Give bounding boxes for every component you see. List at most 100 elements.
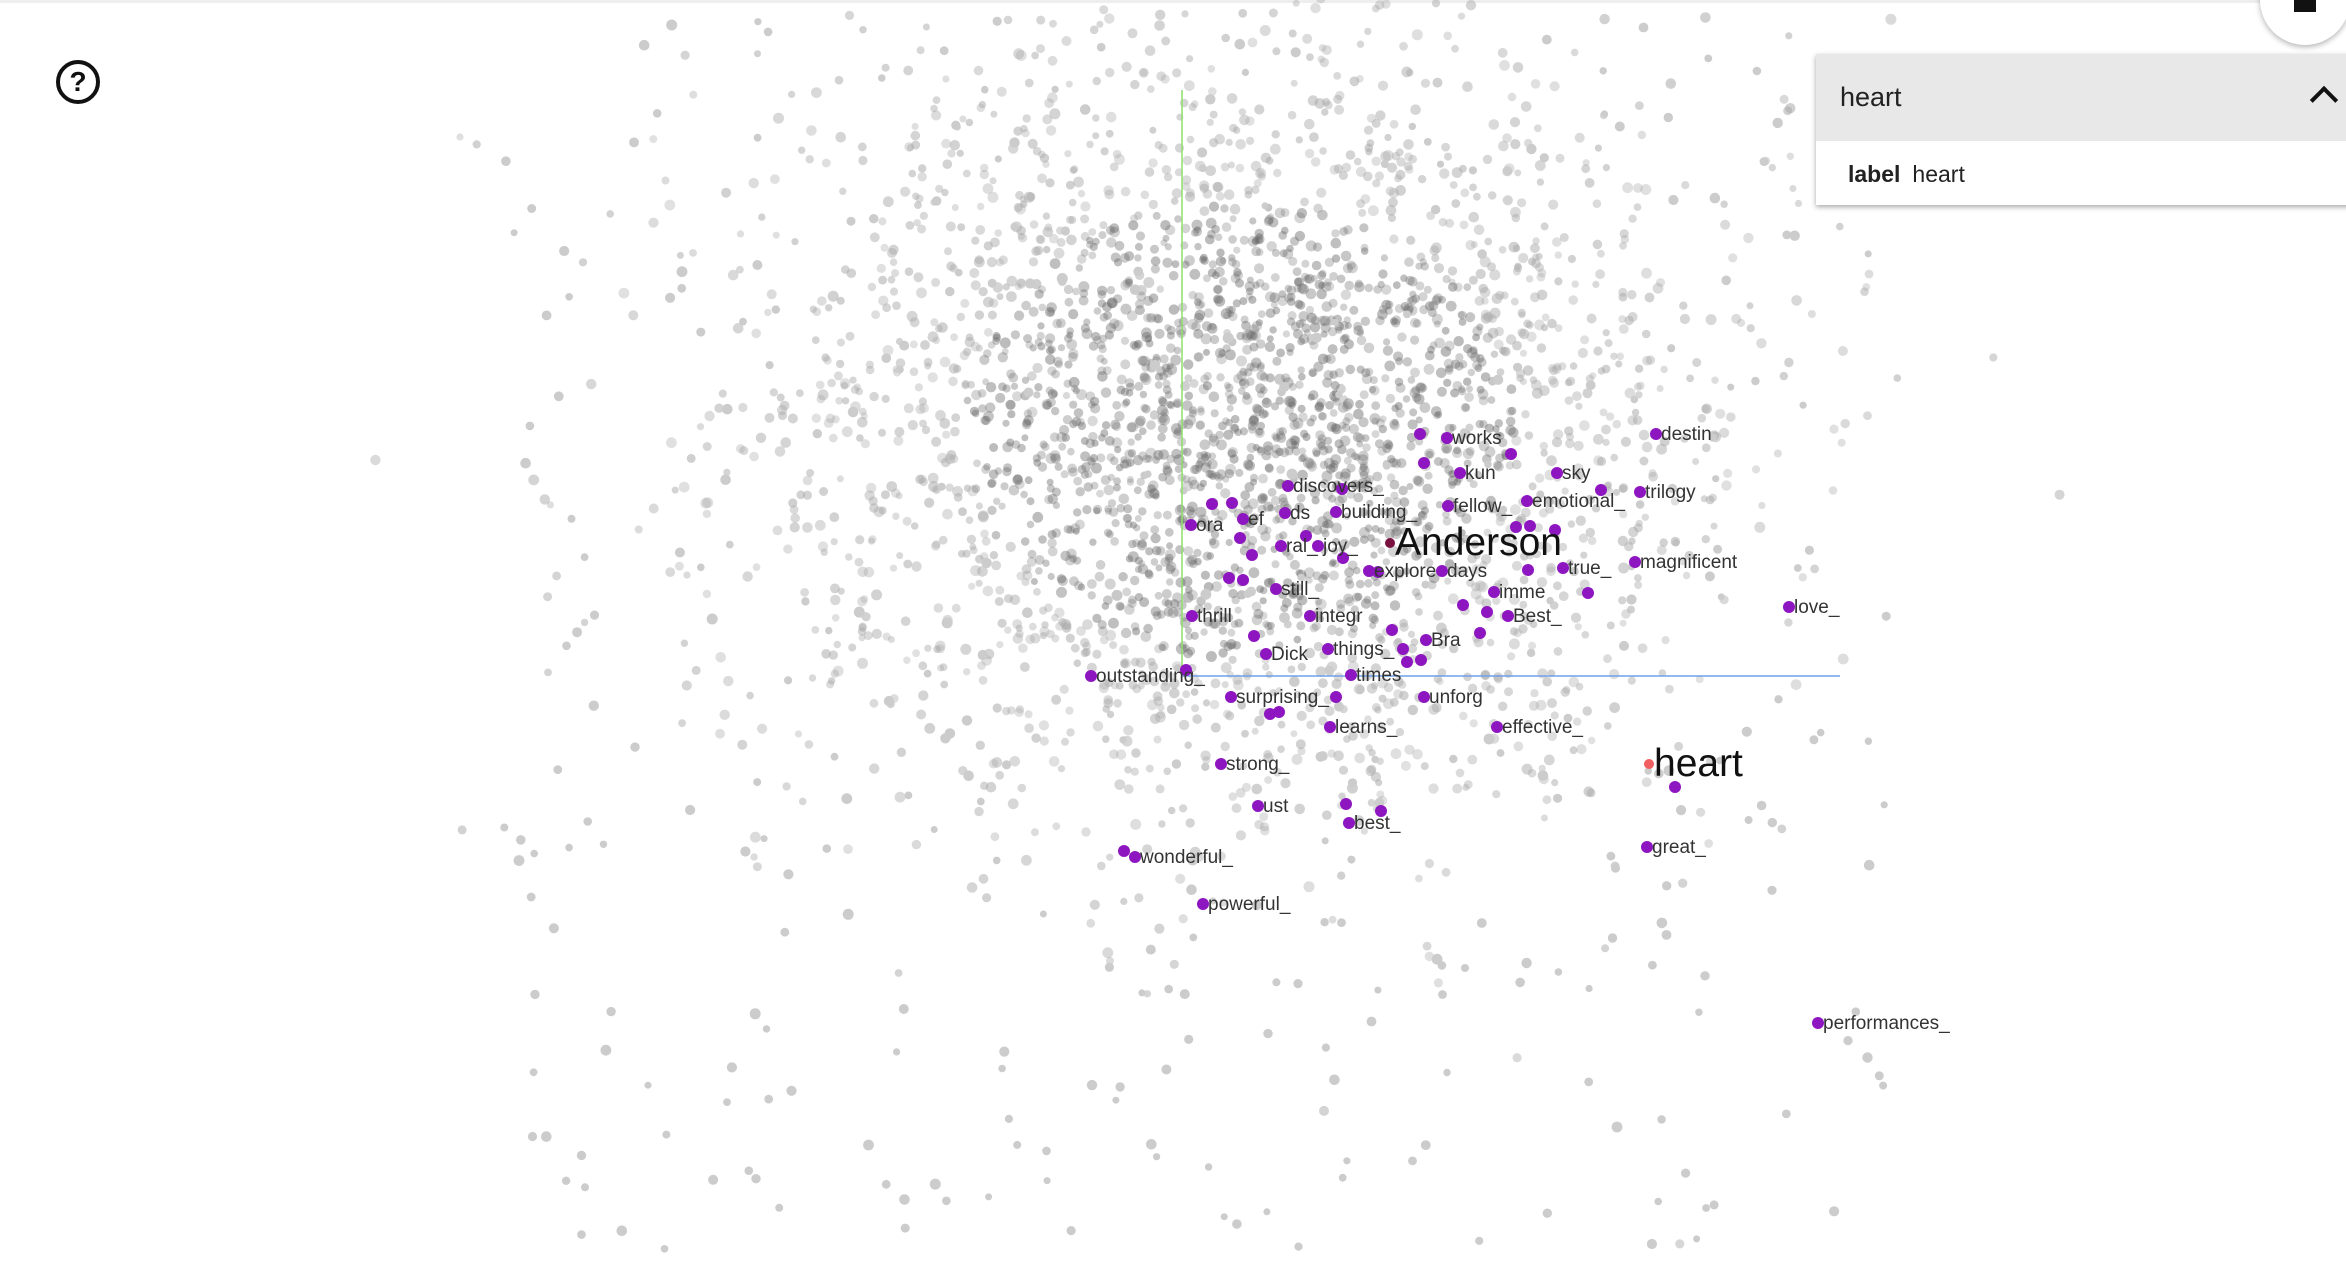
- point-marker[interactable]: [1185, 519, 1197, 531]
- point-marker[interactable]: [1260, 648, 1272, 660]
- labeled-point[interactable]: explore: [1363, 561, 1436, 582]
- highlighted-point[interactable]: [1505, 448, 1517, 460]
- labeled-point[interactable]: sky: [1551, 463, 1591, 484]
- labeled-point[interactable]: joy_: [1312, 536, 1358, 557]
- labeled-point[interactable]: fellow_: [1442, 496, 1513, 517]
- highlighted-point[interactable]: [1180, 664, 1192, 676]
- highlighted-point[interactable]: [1340, 798, 1352, 810]
- help-icon[interactable]: ?: [56, 60, 100, 104]
- highlighted-point[interactable]: [1386, 624, 1398, 636]
- point-marker[interactable]: [1304, 610, 1316, 622]
- labeled-point[interactable]: thrill: [1186, 606, 1232, 627]
- labeled-point[interactable]: unforg: [1418, 687, 1483, 708]
- point-marker[interactable]: [1634, 486, 1646, 498]
- point-marker[interactable]: [1491, 721, 1503, 733]
- highlighted-point[interactable]: [1474, 627, 1486, 639]
- highlighted-point[interactable]: [1246, 549, 1258, 561]
- point-marker[interactable]: [1385, 538, 1395, 548]
- labeled-point[interactable]: true_: [1557, 558, 1612, 579]
- point-marker[interactable]: [1085, 670, 1097, 682]
- chevron-up-icon[interactable]: [2309, 85, 2339, 115]
- highlighted-point[interactable]: [1401, 656, 1413, 668]
- point-marker[interactable]: [1270, 583, 1282, 595]
- labeled-point[interactable]: effective_: [1491, 717, 1583, 738]
- labeled-point[interactable]: discovers_: [1282, 476, 1384, 497]
- point-marker[interactable]: [1186, 610, 1198, 622]
- point-marker[interactable]: [1441, 432, 1453, 444]
- point-marker[interactable]: [1363, 565, 1375, 577]
- highlighted-point[interactable]: [1524, 520, 1536, 532]
- labeled-point[interactable]: surprising_: [1225, 687, 1329, 708]
- labeled-point[interactable]: love_: [1783, 597, 1840, 618]
- point-marker[interactable]: [1129, 851, 1141, 863]
- point-marker[interactable]: [1420, 634, 1432, 646]
- point-marker[interactable]: [1551, 467, 1563, 479]
- highlighted-point[interactable]: [1336, 483, 1348, 495]
- highlighted-point[interactable]: [1510, 521, 1522, 533]
- labeled-point[interactable]: outstanding_: [1085, 666, 1205, 687]
- labeled-point[interactable]: Anderson: [1385, 521, 1562, 564]
- selected-point[interactable]: [1644, 759, 1654, 769]
- labeled-point[interactable]: great_: [1641, 837, 1706, 858]
- point-marker[interactable]: [1442, 500, 1454, 512]
- highlighted-point[interactable]: [1300, 530, 1312, 542]
- labeled-point[interactable]: kun: [1454, 463, 1496, 484]
- highlighted-point[interactable]: [1372, 566, 1384, 578]
- labeled-point[interactable]: learns_: [1324, 717, 1398, 738]
- highlighted-point[interactable]: [1582, 587, 1594, 599]
- labeled-point[interactable]: times: [1345, 665, 1401, 686]
- labeled-point[interactable]: works: [1441, 428, 1502, 449]
- labeled-point[interactable]: ral_: [1275, 536, 1318, 557]
- point-marker[interactable]: [1252, 800, 1264, 812]
- labeled-point[interactable]: emotional_: [1521, 491, 1625, 512]
- point-marker[interactable]: [1345, 669, 1357, 681]
- highlighted-point[interactable]: [1234, 532, 1246, 544]
- point-marker[interactable]: [1502, 610, 1514, 622]
- point-marker[interactable]: [1454, 467, 1466, 479]
- highlighted-point[interactable]: [1330, 691, 1342, 703]
- labeled-point[interactable]: magnificent: [1629, 552, 1738, 573]
- point-marker[interactable]: [1215, 758, 1227, 770]
- highlighted-point[interactable]: [1481, 606, 1493, 618]
- point-marker[interactable]: [1650, 428, 1662, 440]
- labeled-point[interactable]: Dick: [1260, 644, 1308, 665]
- labeled-point[interactable]: imme: [1488, 582, 1545, 603]
- labeled-point[interactable]: still_: [1270, 579, 1319, 600]
- highlighted-point[interactable]: [1414, 428, 1426, 440]
- point-marker[interactable]: [1312, 540, 1324, 552]
- labeled-point[interactable]: performances_: [1812, 1013, 1950, 1034]
- labeled-point[interactable]: strong_: [1215, 754, 1290, 775]
- labeled-point[interactable]: wonderful_: [1129, 847, 1233, 868]
- labeled-point[interactable]: ora: [1185, 515, 1224, 536]
- point-marker[interactable]: [1275, 540, 1287, 552]
- highlighted-point[interactable]: [1337, 552, 1349, 564]
- point-marker[interactable]: [1225, 691, 1237, 703]
- labeled-point[interactable]: Bra: [1420, 630, 1461, 651]
- highlighted-point[interactable]: [1549, 524, 1561, 536]
- point-marker[interactable]: [1436, 565, 1448, 577]
- highlighted-point[interactable]: [1264, 708, 1276, 720]
- labeled-point[interactable]: things_: [1322, 639, 1395, 660]
- point-marker[interactable]: [1812, 1017, 1824, 1029]
- labeled-point[interactable]: integr: [1304, 606, 1363, 627]
- labeled-point[interactable]: ds: [1279, 503, 1310, 524]
- point-marker[interactable]: [1521, 495, 1533, 507]
- highlighted-point[interactable]: [1375, 805, 1387, 817]
- labeled-point[interactable]: trilogy: [1634, 482, 1696, 503]
- highlighted-point[interactable]: [1273, 706, 1285, 718]
- highlighted-point[interactable]: [1522, 564, 1534, 576]
- highlighted-point[interactable]: [1418, 457, 1430, 469]
- point-marker[interactable]: [1641, 841, 1653, 853]
- highlighted-point[interactable]: [1669, 781, 1681, 793]
- highlighted-point[interactable]: [1248, 630, 1260, 642]
- point-marker[interactable]: [1279, 507, 1291, 519]
- labeled-point[interactable]: Best_: [1502, 606, 1562, 627]
- point-marker[interactable]: [1488, 586, 1500, 598]
- labeled-point[interactable]: best_: [1343, 813, 1401, 834]
- highlighted-point[interactable]: [1206, 498, 1218, 510]
- point-marker[interactable]: [1783, 601, 1795, 613]
- labeled-point[interactable]: powerful_: [1197, 894, 1291, 915]
- labeled-point[interactable]: ust: [1252, 796, 1289, 817]
- point-marker[interactable]: [1197, 898, 1209, 910]
